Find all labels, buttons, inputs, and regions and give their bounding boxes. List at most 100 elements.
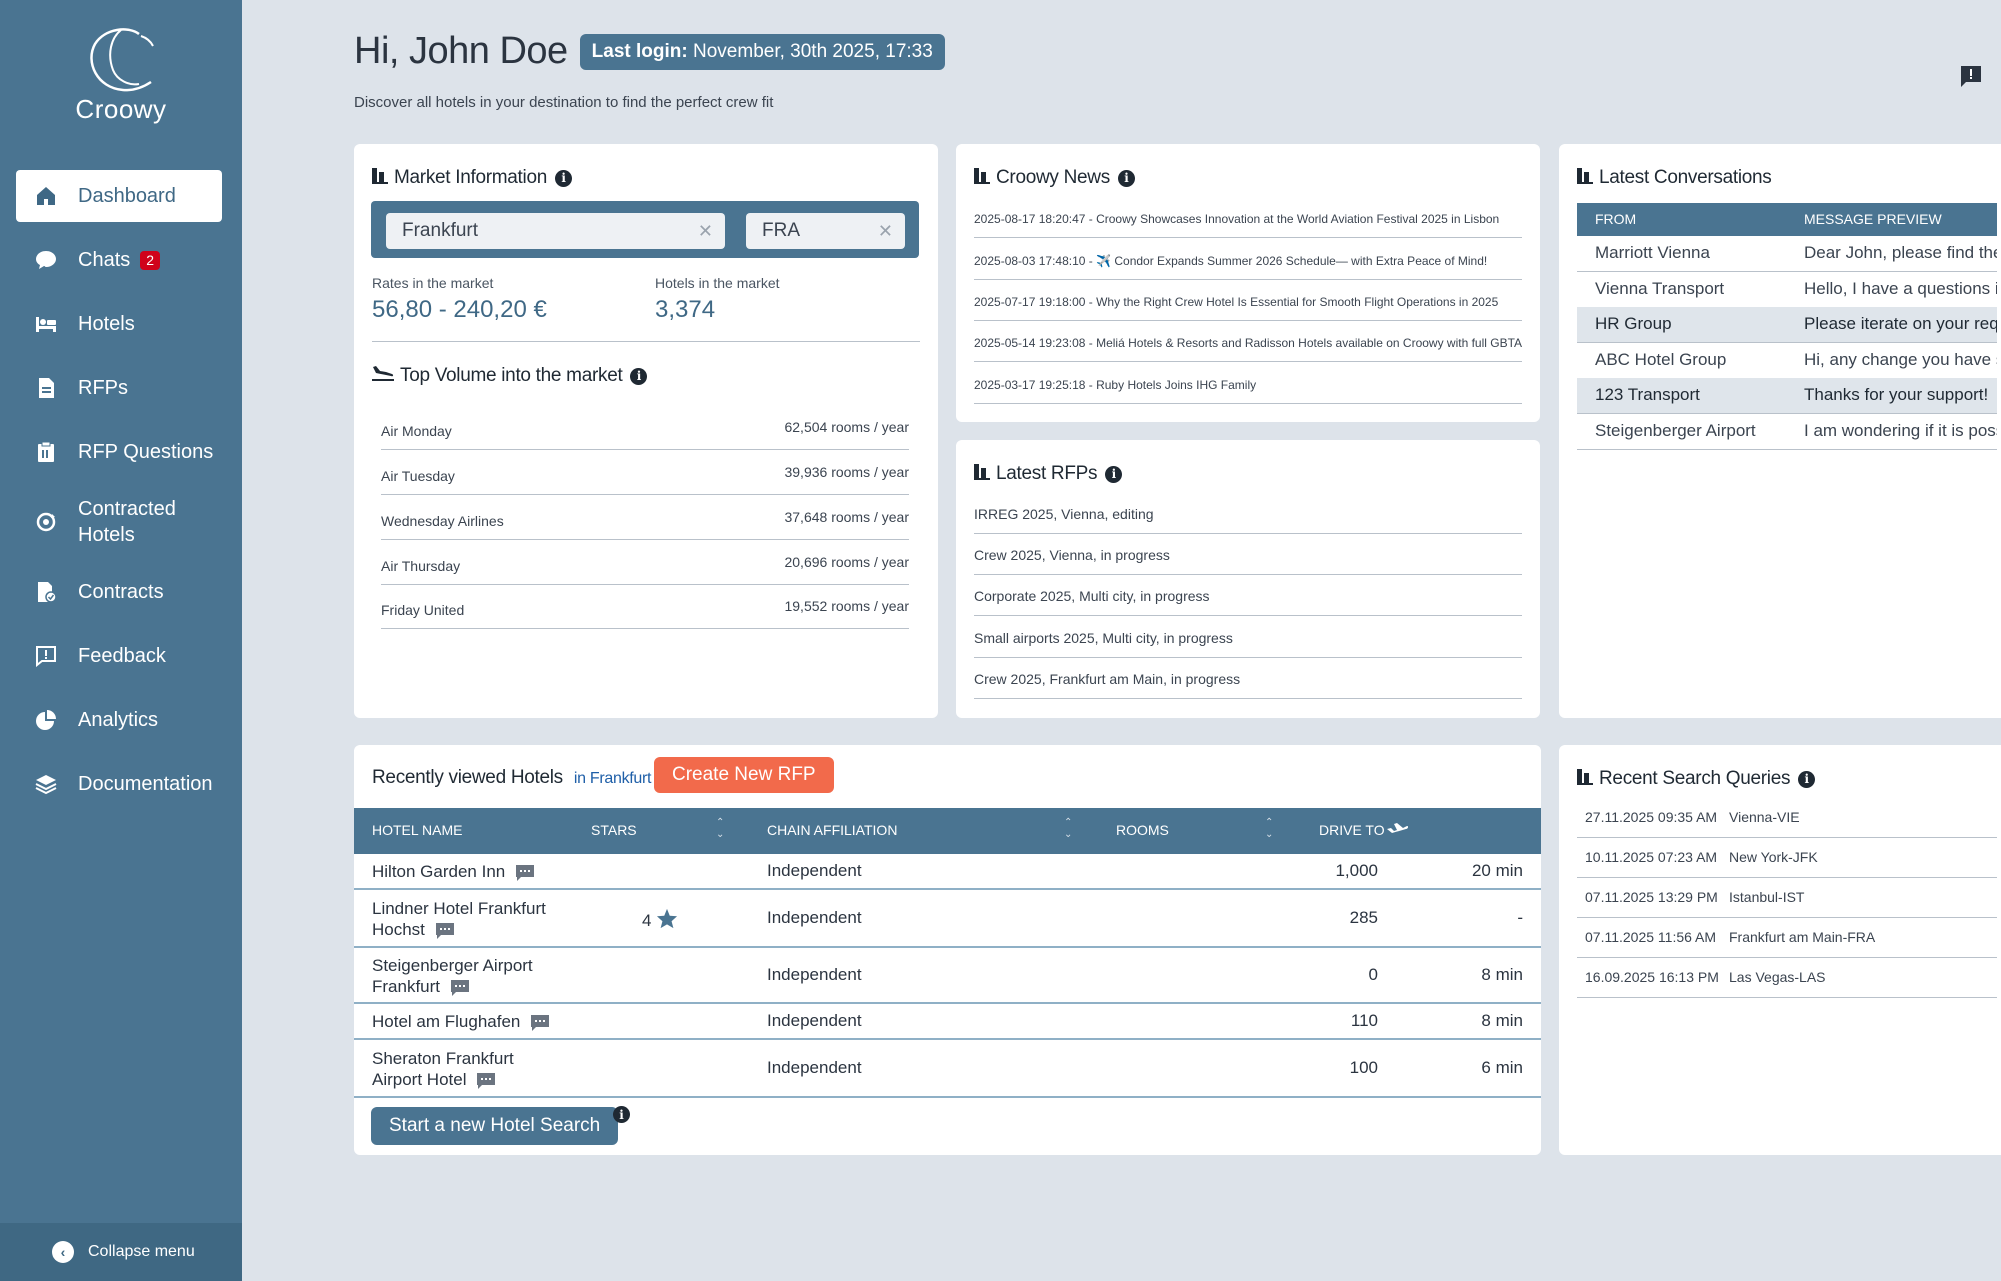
rfp-item[interactable]: Small airports 2025, Multi city, in prog…: [974, 617, 1522, 658]
top-volume-title: Top Volume into the market i: [372, 364, 648, 388]
sidebar-item-rfps[interactable]: RFPs: [16, 362, 222, 414]
news-item[interactable]: 2025-07-17 19:18:00 - Why the Right Crew…: [974, 280, 1522, 321]
column-header-stars[interactable]: STARS: [591, 822, 637, 838]
info-icon[interactable]: i: [1105, 465, 1123, 483]
create-new-rfp-button[interactable]: Create New RFP: [654, 757, 834, 793]
logo-text: Croowy: [75, 94, 167, 124]
clear-city-icon[interactable]: ✕: [697, 221, 713, 241]
card-title-text: Recently viewed Hotels: [372, 767, 563, 788]
sidebar-item-chats[interactable]: Chats 2: [16, 234, 222, 286]
hotel-name[interactable]: Sheraton Frankfurt Airport Hotel: [372, 1049, 514, 1089]
sidebar-item-label: Dashboard: [78, 184, 176, 207]
airport-field[interactable]: FRA ✕: [746, 213, 905, 249]
rfp-item[interactable]: Crew 2025, Vienna, in progress: [974, 534, 1522, 575]
list-item[interactable]: 27.11.2025 09:35 AM Vienna-VIE: [1577, 798, 1997, 838]
city-value: Frankfurt: [402, 220, 479, 241]
table-row[interactable]: Sheraton Frankfurt Airport Hotel Indepen…: [354, 1040, 1541, 1098]
table-row[interactable]: Hilton Garden Inn Independent 1,000 20 m…: [354, 854, 1541, 890]
table-row[interactable]: 123 Transport Thanks for your support!: [1577, 378, 1997, 414]
table-row[interactable]: Lindner Hotel Frankfurt Hochst 4 Indepen…: [354, 890, 1541, 948]
stars-cell: 4: [642, 908, 678, 931]
news-item[interactable]: 2025-05-14 19:23:08 - Meliá Hotels & Res…: [974, 321, 1522, 362]
chat-icon[interactable]: [450, 979, 470, 997]
sidebar-item-contracted-hotels[interactable]: Contracted Hotels: [16, 490, 222, 554]
rfp-item[interactable]: Corporate 2025, Multi city, in progress: [974, 575, 1522, 616]
table-row[interactable]: ABC Hotel Group Hi, any change you have s…: [1577, 343, 1997, 379]
table-row[interactable]: Steigenberger Airport Frankfurt Independ…: [354, 948, 1541, 1004]
column-header-drive[interactable]: DRIVE TO: [1319, 822, 1385, 838]
market-search-band: Frankfurt ✕ FRA ✕: [371, 201, 919, 258]
croowy-news-card: Croowy News i 2025-08-17 18:20:47 - Croo…: [956, 144, 1540, 422]
column-header-hotel-name[interactable]: HOTEL NAME: [372, 822, 463, 838]
chevron-left-icon: ‹: [52, 1241, 74, 1263]
list-item[interactable]: 10.11.2025 07:23 AM New York-JFK: [1577, 838, 1997, 878]
sidebar-item-analytics[interactable]: Analytics: [16, 694, 222, 746]
info-icon[interactable]: i: [1117, 169, 1135, 187]
last-login-label: Last login:: [591, 40, 688, 62]
info-icon[interactable]: i: [613, 1106, 630, 1123]
city-field[interactable]: Frankfurt ✕: [386, 213, 725, 249]
sidebar-item-label: Chats: [78, 248, 131, 271]
news-text: 2025-07-17 19:18:00 - Why the Right Crew…: [974, 295, 1499, 309]
rooms-value: 1,000: [1335, 861, 1378, 880]
card-title-text: Latest Conversations: [1599, 167, 1772, 188]
sidebar-item-documentation[interactable]: Documentation: [16, 758, 222, 810]
list-item: Wednesday Airlines 37,648 rooms / year: [381, 496, 909, 540]
news-item[interactable]: 2025-08-17 18:20:47 - Croowy Showcases I…: [974, 197, 1522, 238]
clear-airport-icon[interactable]: ✕: [877, 221, 893, 241]
sort-icon[interactable]: ⌃ ⌄: [1265, 817, 1274, 840]
sidebar-item-rfp-questions[interactable]: RFP Questions: [16, 426, 222, 478]
info-icon[interactable]: i: [555, 169, 572, 187]
conversation-from: Steigenberger Airport: [1595, 421, 1756, 440]
sidebar: Croowy Dashboard Chats 2 Hotels RFPs: [0, 0, 242, 1281]
table-row[interactable]: Steigenberger Airport I am wondering if i…: [1577, 414, 1997, 450]
rfp-text: Crew 2025, Vienna, in progress: [974, 547, 1170, 563]
bar-chart-icon: [372, 166, 388, 190]
info-icon[interactable]: i: [1798, 770, 1816, 788]
collapse-menu-button[interactable]: ‹ Collapse menu: [0, 1223, 242, 1281]
rfp-item[interactable]: Crew 2025, Frankfurt am Main, in progres…: [974, 658, 1522, 699]
list-item[interactable]: 07.11.2025 11:56 AM Frankfurt am Main-FRA: [1577, 918, 1997, 958]
sidebar-item-contracts[interactable]: Contracts: [16, 566, 222, 618]
chat-icon[interactable]: [530, 1014, 550, 1032]
news-item[interactable]: 2025-03-17 19:25:18 - Ruby Hotels Joins …: [974, 363, 1522, 404]
drive-value: 8 min: [1481, 965, 1523, 984]
chat-icon[interactable]: [435, 922, 455, 940]
search-query: Las Vegas-LAS: [1729, 969, 1826, 985]
latest-rfps-title: Latest RFPs i: [974, 462, 1123, 486]
report-icon[interactable]: [1959, 64, 1983, 88]
hotels-value: 3,374: [655, 296, 716, 323]
list-item[interactable]: 16.09.2025 16:13 PM Las Vegas-LAS: [1577, 958, 1997, 998]
conversation-preview: Thanks for your support!: [1804, 385, 1989, 404]
chat-icon[interactable]: [476, 1072, 496, 1090]
feedback-icon: [34, 644, 58, 668]
column-header-chain[interactable]: CHAIN AFFILIATION: [767, 822, 898, 838]
sort-icon[interactable]: ⌃ ⌄: [716, 817, 725, 840]
chat-icon[interactable]: [515, 864, 535, 882]
hotel-name[interactable]: Hilton Garden Inn: [372, 862, 506, 881]
list-item[interactable]: 07.11.2025 13:29 PM Istanbul-IST: [1577, 878, 1997, 918]
news-item[interactable]: 2025-08-03 17:48:10 - ✈️ Condor Expands …: [974, 239, 1522, 280]
search-date: 07.11.2025 11:56 AM: [1585, 929, 1717, 945]
table-row[interactable]: Hotel am Flughafen Independent 110 8 min: [354, 1004, 1541, 1040]
sidebar-item-dashboard[interactable]: Dashboard: [16, 170, 222, 222]
table-row[interactable]: Vienna Transport Hello, I have a question…: [1577, 272, 1997, 308]
sidebar-item-hotels[interactable]: Hotels: [16, 298, 222, 350]
hotel-name[interactable]: Hotel am Flughafen: [372, 1012, 521, 1031]
start-new-hotel-search-button[interactable]: Start a new Hotel Search: [371, 1107, 619, 1145]
hotel-name[interactable]: Lindner Hotel Frankfurt Hochst: [372, 899, 546, 939]
hotel-name[interactable]: Steigenberger Airport Frankfurt: [372, 956, 533, 996]
hotels-location-link[interactable]: in Frankfurt: [573, 770, 652, 787]
sidebar-item-feedback[interactable]: Feedback: [16, 630, 222, 682]
sort-icon[interactable]: ⌃ ⌄: [1064, 817, 1073, 840]
page-title: Hi, John Doe: [354, 30, 568, 72]
info-icon[interactable]: i: [630, 367, 648, 385]
table-row[interactable]: Marriott Vienna Dear John, please find th…: [1577, 236, 1997, 272]
logo[interactable]: Croowy: [0, 24, 242, 125]
table-row[interactable]: HR Group Please iterate on your reqe: [1577, 307, 1997, 343]
conversation-preview: I am wondering if it is possi: [1804, 421, 1997, 440]
market-information-title: Market Information i: [372, 166, 572, 190]
column-header-rooms[interactable]: ROOMS: [1116, 822, 1169, 838]
rfp-item[interactable]: IRREG 2025, Vienna, editing: [974, 493, 1522, 534]
sidebar-item-label: Analytics: [78, 708, 159, 731]
